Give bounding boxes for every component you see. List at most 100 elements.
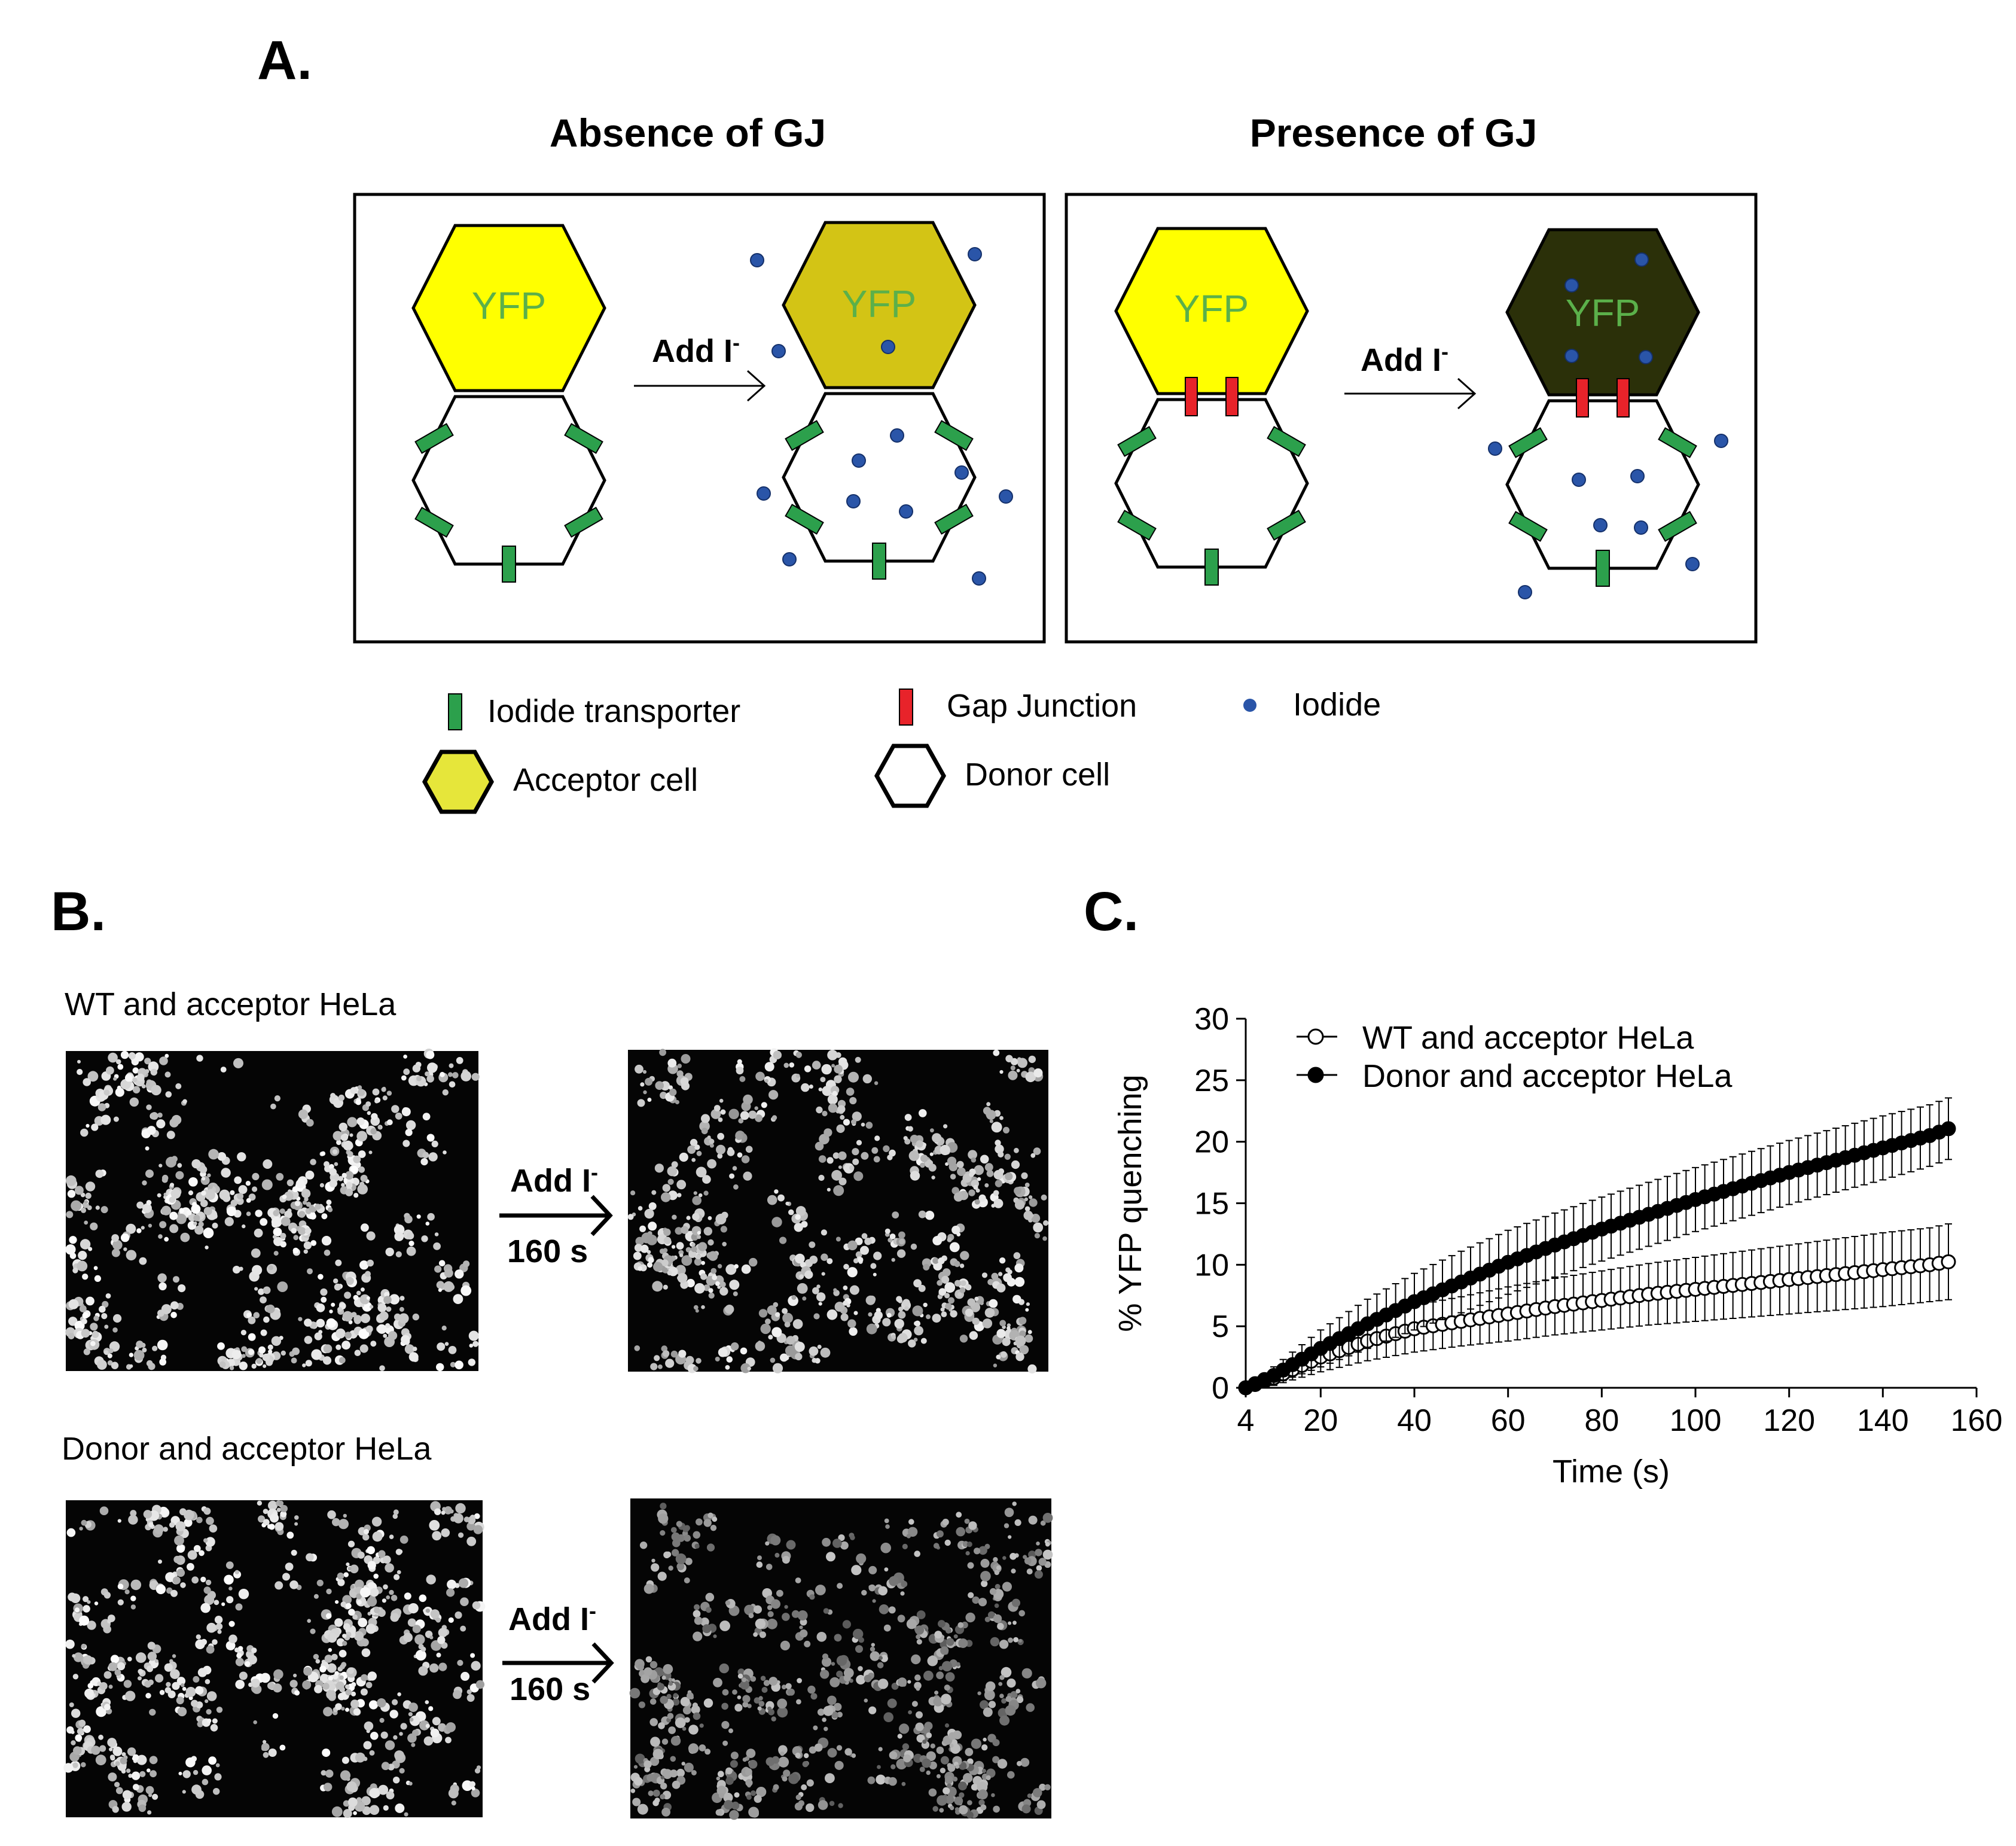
panel-c: C. 4 20 40 60 80 100 120 140 160 0 5 10 15 20 25 30 Time… [1084,881,2002,1489]
svg-text:Add I-: Add I- [652,330,740,369]
x-tick-label: 80 [1584,1403,1619,1438]
legend-gap-junction: Gap Junction [947,688,1137,724]
gap-junction [1617,378,1630,418]
iodide-dot [771,344,786,358]
panel-a-left-title: Absence of GJ [550,111,826,155]
acceptor-cell [411,224,606,392]
micrograph-donor-after [629,1498,1053,1820]
add-iodide-text: Add I [652,333,733,369]
gap-junction [1185,377,1198,416]
legend-marker [1307,1028,1324,1045]
iodide-transporter [414,423,454,454]
x-tick-label: 4 [1237,1403,1255,1438]
x-tick-label: 120 [1763,1403,1815,1438]
legend-iodide-swatch [1243,699,1256,712]
legend-acceptor-swatch [422,750,495,814]
iodide-transporter [1267,426,1306,457]
time-text: 160 s [507,1233,588,1269]
data-point [1941,1254,1956,1269]
x-tick-label: 20 [1303,1403,1338,1438]
donor-cell [782,392,977,563]
presence-box [1065,193,1758,644]
panel-b-row2-label: Donor and acceptor HeLa [62,1431,432,1467]
iodide-dot [881,340,895,354]
legend-label: Donor and acceptor HeLa [1362,1058,1733,1094]
y-tick-label: 5 [1212,1309,1229,1344]
svg-text:Add I-: Add I- [508,1598,596,1637]
iodide-transporter [1508,511,1548,542]
legend-iodide-transporter: Iodide transporter [487,693,740,729]
iodide-dot [750,253,764,267]
panel-b-arrow-row1: Add I- 160 s [499,1160,613,1269]
micrograph-donor-before [63,1500,486,1818]
iodide-transporter [414,507,454,538]
svg-text:Add I-: Add I- [510,1160,598,1199]
iodide-transporter [564,423,603,454]
gap-junction [1576,378,1589,418]
iodide-dot [999,489,1013,504]
iodide-dot [890,428,904,443]
y-tick-label: 0 [1212,1371,1229,1406]
iodide-dot [852,453,866,468]
add-iodide-text: Add I [508,1601,589,1637]
micrograph-wt-after [627,1048,1049,1374]
donor-cell [1505,399,1700,570]
iodide-dot [972,571,986,586]
iodide-dot [1634,252,1649,267]
add-iodide-text: Add I [1361,342,1441,378]
iodide-dot [1593,518,1608,532]
legend-transporter-swatch [448,693,462,730]
acceptor-cell [782,221,977,389]
y-tick-label: 15 [1194,1187,1229,1221]
iodide-dot [846,494,861,508]
iodide-transporter [1658,511,1697,542]
absence-after-cells: YFP [782,221,977,563]
x-tick-label: 100 [1670,1403,1722,1438]
iodide-ions [750,247,1728,599]
iodide-dot [1488,441,1502,456]
absence-before-cells: YFP [411,224,606,566]
yfp-label: YFP [1175,287,1249,330]
series-wt-acceptor [1238,1223,1956,1396]
panel-b-arrow-row2: Add I- 160 s [502,1598,614,1707]
iodide-dot [1634,520,1648,535]
legend-donor-swatch [874,744,947,808]
legend-gap-junction-swatch [899,689,913,726]
iodide-transporter [785,504,824,535]
absence-arrow: Add I- [634,330,766,402]
yfp-label: YFP [1566,291,1640,334]
x-axis-label: Time (s) [1553,1454,1670,1489]
iodide-transporter [934,420,974,451]
iodide-dot [899,504,913,519]
donor-cell [1114,398,1309,569]
legend-acceptor-cell: Acceptor cell [513,762,698,798]
iodide-transporter [872,543,886,580]
add-iodide-text: Add I [510,1163,591,1199]
iodide-superscript: - [591,1160,598,1184]
panel-a-label: A. [257,30,312,91]
iodide-superscript: - [733,330,740,355]
y-axis-label: % YFP quenching [1112,1074,1148,1332]
iodide-transporter [564,507,603,538]
iodide-transporter [1267,510,1306,541]
panel-b-label: B. [51,881,106,942]
x-tick-label: 160 [1951,1403,2003,1438]
iodide-superscript: - [589,1598,596,1623]
x-tick-label: 60 [1491,1403,1526,1438]
series-donor-acceptor [1238,1097,1956,1396]
panel-a: A. Absence of GJ Presence of GJ YFP Add … [257,30,1758,814]
presence-arrow: Add I- [1344,339,1477,410]
iodide-transporters [414,420,1697,587]
acceptor-cell [1114,227,1309,395]
iodide-transporter [1658,427,1697,458]
iodide-dot [1564,278,1579,293]
x-tick-label: 40 [1397,1403,1432,1438]
time-text: 160 s [510,1671,590,1707]
panel-b-row1-label: WT and acceptor HeLa [65,986,397,1022]
iodide-dot [1518,585,1532,599]
iodide-transporter [1117,426,1157,457]
iodide-dot [1685,557,1700,571]
donor-cell [411,395,606,566]
legend-donor-cell: Donor cell [965,757,1110,793]
presence-before-cells: YFP [1114,227,1309,569]
